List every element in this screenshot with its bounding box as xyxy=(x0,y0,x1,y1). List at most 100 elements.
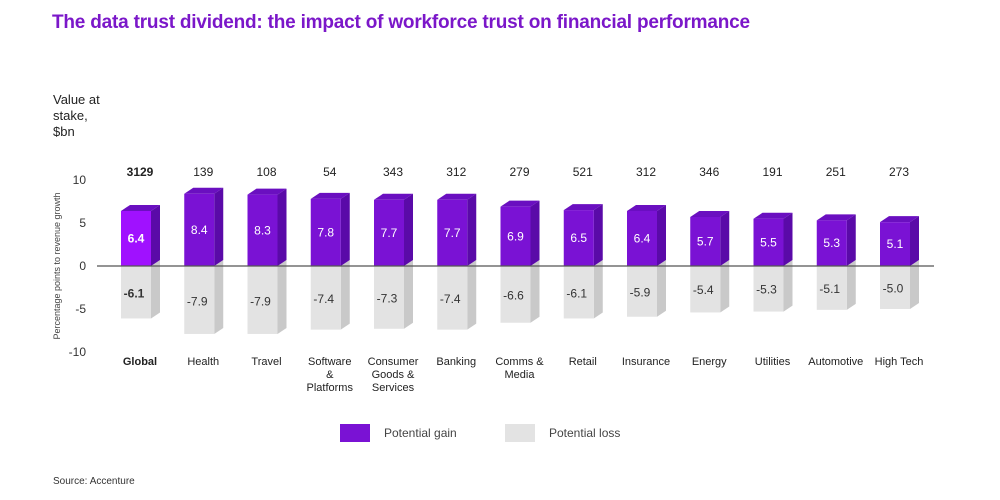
value-at-stake-12: 273 xyxy=(889,165,909,179)
gain-bar-2 xyxy=(247,194,278,266)
loss-bar-12 xyxy=(880,266,910,309)
category-label-3-0: Software xyxy=(308,356,351,368)
value-label-line-1: Value at xyxy=(53,92,100,107)
gain-bar-top-10 xyxy=(753,212,793,219)
loss-bar-2 xyxy=(247,266,278,334)
category-label-1-0: Health xyxy=(187,356,219,368)
value-at-stake-6: 279 xyxy=(509,165,529,179)
loss-bar-side-1 xyxy=(214,260,224,334)
loss-value-label-6: -6.6 xyxy=(503,289,524,303)
gain-value-label-0: 6.4 xyxy=(128,231,145,245)
category-label-6-0: Comms & xyxy=(495,356,544,368)
gain-value-label-10: 5.5 xyxy=(760,235,777,249)
loss-bar-side-5 xyxy=(467,260,477,330)
loss-bar-10 xyxy=(753,266,784,312)
value-at-stake-label: Value at stake, $bn xyxy=(53,92,100,140)
loss-bar-3 xyxy=(310,266,341,330)
gain-value-label-3: 7.8 xyxy=(317,225,334,239)
loss-value-label-2: -7.9 xyxy=(250,294,271,308)
category-label-12-0: High Tech xyxy=(875,356,924,368)
loss-bar-side-9 xyxy=(720,260,730,313)
y-tick-label-3: -5 xyxy=(75,302,86,316)
gain-bar-top-12 xyxy=(880,216,919,223)
gain-bar-side-11 xyxy=(846,214,856,266)
gain-bar-top-7 xyxy=(563,204,603,211)
gain-bar-side-3 xyxy=(340,192,350,266)
value-at-stake-11: 251 xyxy=(826,165,846,179)
loss-value-label-5: -7.4 xyxy=(440,292,461,306)
category-label-5-0: Banking xyxy=(436,356,476,368)
legend-label-loss: Potential loss xyxy=(549,426,621,440)
loss-value-label-0: -6.1 xyxy=(124,286,145,300)
y-tick-label-4: -10 xyxy=(69,345,87,359)
gain-bar-side-8 xyxy=(657,204,666,266)
gain-bar-top-4 xyxy=(374,193,413,200)
gain-value-label-6: 6.9 xyxy=(507,229,524,243)
legend-swatch-gain xyxy=(340,424,370,442)
gain-bar-top-0 xyxy=(121,204,160,211)
gain-bar-5 xyxy=(437,199,468,266)
loss-bar-11 xyxy=(816,266,847,310)
y-tick-label-1: 5 xyxy=(79,216,86,230)
category-label-4-0: Consumer xyxy=(368,356,419,368)
chart-title: The data trust dividend: the impact of w… xyxy=(52,12,750,33)
gain-bar-top-6 xyxy=(500,200,540,207)
loss-bar-8 xyxy=(627,266,657,317)
category-label-8-0: Insurance xyxy=(622,356,670,368)
gain-bar-top-2 xyxy=(247,188,287,195)
loss-bar-6 xyxy=(500,266,531,323)
gain-bar-8 xyxy=(627,210,657,266)
gain-value-label-8: 6.4 xyxy=(634,231,651,245)
gain-bar-6 xyxy=(500,206,531,266)
gain-bar-side-9 xyxy=(720,210,730,266)
gain-bar-12 xyxy=(880,222,910,266)
gain-value-label-5: 7.7 xyxy=(444,226,461,240)
gain-bar-4 xyxy=(374,199,404,266)
gain-bar-side-4 xyxy=(404,193,413,266)
gain-value-label-1: 8.4 xyxy=(191,223,208,237)
legend-item-loss: Potential loss xyxy=(505,424,620,442)
legend-item-gain: Potential gain xyxy=(340,424,457,442)
gain-value-label-4: 7.7 xyxy=(381,226,398,240)
value-at-stake-0: 3129 xyxy=(127,165,154,179)
value-at-stake-2: 108 xyxy=(256,165,276,179)
legend-label-gain: Potential gain xyxy=(384,426,457,440)
gain-bar-side-0 xyxy=(151,204,160,266)
source-note: Source: Accenture xyxy=(53,476,135,487)
bar-chart: Percentage points to revenue growth 10 5 0 -… xyxy=(52,165,934,394)
value-at-stake-7: 521 xyxy=(573,165,593,179)
value-at-stake-3: 54 xyxy=(323,165,337,179)
gain-bar-top-8 xyxy=(627,204,666,211)
category-label-0-0: Global xyxy=(123,356,157,368)
category-label-3-1: & xyxy=(326,369,334,381)
loss-bar-side-6 xyxy=(530,260,540,323)
gain-value-label-9: 5.7 xyxy=(697,234,714,248)
gain-bar-top-1 xyxy=(184,187,224,194)
value-at-stake-10: 191 xyxy=(762,165,782,179)
gain-bar-side-12 xyxy=(910,216,919,266)
category-label-4-1: Goods & xyxy=(372,369,415,381)
loss-bar-side-0 xyxy=(151,260,160,319)
y-tick-label-2: 0 xyxy=(79,259,86,273)
loss-value-label-8: -5.9 xyxy=(630,285,651,299)
loss-value-label-10: -5.3 xyxy=(756,283,777,297)
category-label-3-2: Platforms xyxy=(307,382,354,394)
loss-bar-side-12 xyxy=(910,260,919,309)
loss-bar-0 xyxy=(121,266,151,319)
loss-bar-side-3 xyxy=(340,260,350,330)
loss-bar-1 xyxy=(184,266,215,334)
gain-bar-0 xyxy=(121,210,151,266)
value-label-line-2: stake, xyxy=(53,108,88,123)
loss-bar-side-10 xyxy=(783,260,793,312)
loss-bar-side-4 xyxy=(404,260,413,329)
loss-value-label-7: -6.1 xyxy=(566,286,587,300)
gain-bar-1 xyxy=(184,193,215,266)
gain-bar-side-10 xyxy=(783,212,793,266)
loss-bar-side-11 xyxy=(846,260,856,310)
gain-bar-7 xyxy=(563,210,594,266)
loss-bar-4 xyxy=(374,266,404,329)
gain-bar-3 xyxy=(310,198,341,266)
gain-bar-top-11 xyxy=(816,214,856,221)
loss-bar-side-2 xyxy=(277,260,287,334)
category-label-2-0: Travel xyxy=(251,356,281,368)
